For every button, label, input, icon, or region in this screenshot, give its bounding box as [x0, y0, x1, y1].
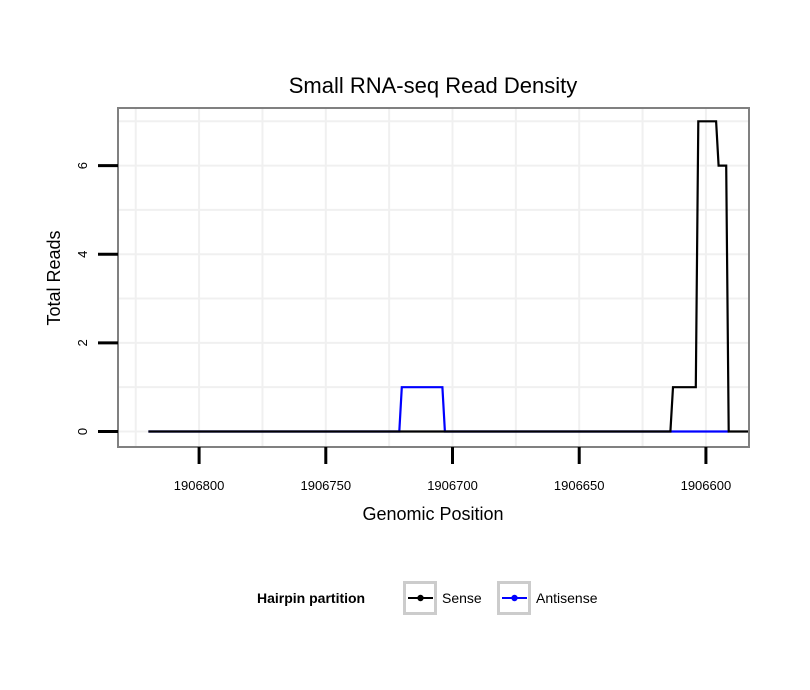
series-layer — [148, 120, 749, 433]
x-tick-label: 1906600 — [681, 478, 732, 493]
legend-item-antisense: Antisense — [497, 581, 598, 615]
legend-title: Hairpin partition — [257, 590, 365, 606]
x-axis-title: Genomic Position — [362, 504, 503, 524]
x-tick-label: 1906750 — [300, 478, 351, 493]
grid-lines — [118, 108, 749, 447]
legend-items: Sense Antisense — [403, 581, 598, 615]
x-axis: 1906800 1906750 1906700 1906650 1906600 — [174, 447, 731, 493]
y-tick-label: 2 — [75, 339, 90, 346]
series-line-sense — [148, 120, 749, 433]
x-tick-label: 1906650 — [554, 478, 605, 493]
plot-panel — [117, 107, 750, 448]
legend-label: Antisense — [536, 590, 598, 606]
y-tick-label: 4 — [75, 251, 90, 258]
y-axis-title: Total Reads — [44, 230, 64, 325]
y-axis: 0 2 4 6 — [75, 162, 118, 435]
legend: Hairpin partition Sense Antisense — [257, 581, 598, 615]
y-tick-label: 6 — [75, 162, 90, 169]
y-tick-label: 0 — [75, 428, 90, 435]
legend-key-point — [417, 594, 424, 602]
chart-title: Small RNA-seq Read Density — [289, 73, 578, 98]
legend-key-point — [511, 594, 518, 602]
x-tick-label: 1906700 — [427, 478, 478, 493]
x-tick-label: 1906800 — [174, 478, 225, 493]
legend-label: Sense — [442, 590, 482, 606]
legend-item-sense: Sense — [403, 581, 482, 615]
